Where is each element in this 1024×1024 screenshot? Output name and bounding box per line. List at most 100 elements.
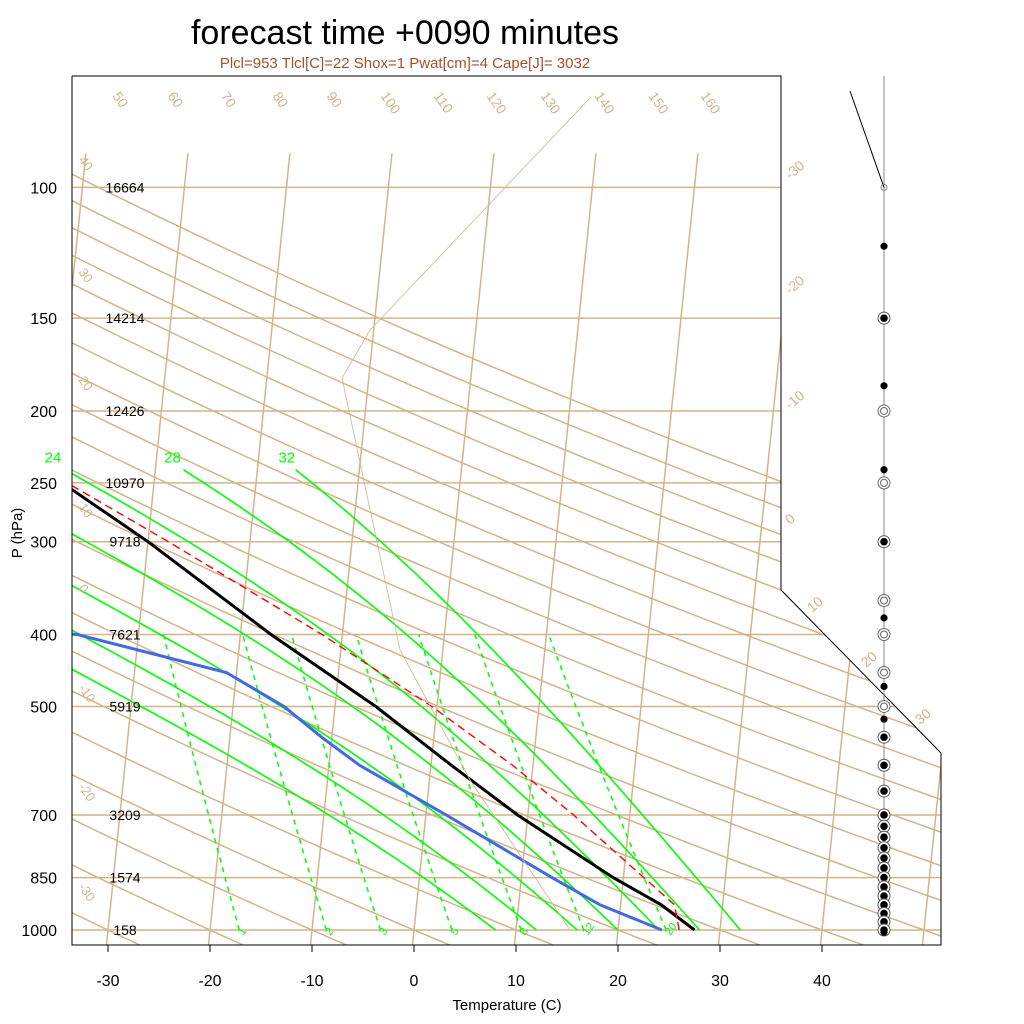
wind-circle	[877, 627, 891, 641]
dewpoint-line	[72, 599, 663, 932]
isotherm-label: 110	[431, 89, 457, 117]
x-tick-label: 10	[507, 973, 525, 990]
wind-circle	[877, 665, 891, 679]
wind-dot	[880, 242, 888, 250]
wind-circle	[877, 404, 891, 418]
dry-adiabat-right-label: 10	[804, 593, 826, 615]
dry-adiabat-right-label: 0	[782, 510, 798, 527]
height-label: 12426	[106, 403, 145, 419]
pressure-tick-label: 250	[30, 476, 57, 493]
isotherm-label: 50	[110, 89, 132, 111]
wind-dot	[880, 382, 888, 390]
dry-adiabat-line	[72, 152, 941, 945]
mixing-ratio-label: 2	[323, 926, 336, 938]
moist-adiabat-label: 24	[45, 449, 62, 466]
isotherm-line	[207, 153, 291, 945]
x-tick-label: -20	[198, 973, 221, 990]
pressure-tick-label: 1000	[21, 923, 57, 940]
dry-adiabat-line	[72, 152, 941, 945]
reference-trace-line	[341, 97, 591, 931]
dry-adiabat-line	[72, 152, 941, 945]
x-tick-label: 0	[410, 973, 419, 990]
dry-adiabat-right-label: -30	[782, 157, 808, 182]
height-label: 1574	[109, 870, 140, 886]
wind-dot	[880, 466, 888, 474]
wind-dot	[880, 682, 888, 691]
mixing-ratio-line	[162, 634, 241, 931]
pressure-tick-label: 150	[30, 311, 57, 328]
wind-dot	[880, 715, 888, 723]
moist-adiabat-line	[72, 469, 660, 931]
wind-circle	[877, 699, 891, 713]
moist-adiabat-line	[182, 469, 701, 931]
grid-layer	[72, 152, 941, 945]
dry-adiabat-line	[72, 152, 941, 945]
x-tick-label: -10	[300, 973, 323, 990]
isotherm-line	[615, 153, 699, 945]
pressure-tick-label: 500	[30, 700, 57, 717]
dry-adiabat-line	[72, 152, 866, 945]
wind-dot	[880, 314, 888, 322]
pressure-tick-label: 300	[30, 535, 57, 552]
mixing-ratio-label: 1	[236, 926, 249, 938]
dry-adiabat-line	[72, 152, 941, 945]
wind-dot	[880, 614, 888, 622]
x-tick-label: 40	[813, 973, 831, 990]
temperature-line	[72, 187, 696, 932]
dry-adiabat-right-label: -10	[782, 387, 808, 412]
mixing-ratio-line	[290, 634, 382, 931]
pressure-tick-label: 850	[30, 871, 57, 888]
height-label: 158	[113, 922, 137, 938]
isotherm-label: 100	[378, 89, 405, 117]
dry-adiabat-line	[72, 152, 941, 945]
x-tick-label: -30	[96, 973, 119, 990]
wind-circle-inner	[880, 630, 888, 639]
wind-dot	[880, 811, 888, 819]
dry-adiabat-left-label: -20	[76, 780, 99, 804]
isotherm-label: 140	[592, 89, 619, 117]
height-label: 10970	[106, 475, 145, 491]
data-layer	[72, 97, 696, 932]
wind-dot	[880, 928, 888, 936]
plot-frame	[71, 75, 942, 946]
moist-adiabat-line	[72, 468, 619, 931]
mixing-ratio-label: 8	[518, 926, 531, 938]
wind-dot	[880, 843, 888, 852]
wind-dot	[880, 909, 888, 918]
wind-circle-inner	[880, 668, 888, 677]
dry-adiabat-right-label: 20	[858, 648, 880, 670]
wind-circle-inner	[880, 596, 888, 605]
wind-dot	[880, 787, 888, 795]
wind-circle	[877, 476, 891, 490]
moist-adiabat-line	[72, 469, 578, 931]
isotherm-line	[309, 153, 393, 945]
height-label: 14214	[106, 310, 145, 326]
mixing-ratio-line	[547, 634, 667, 931]
height-label: 3209	[109, 807, 140, 823]
mixing-ratio-line	[417, 634, 522, 931]
isotherm-line	[717, 153, 801, 945]
wind-circle	[877, 594, 891, 608]
wind-profile	[849, 76, 891, 937]
wind-dot	[880, 883, 888, 891]
mixing-ratio-line	[474, 634, 585, 931]
wind-dot	[880, 901, 888, 909]
dry-adiabat-line	[72, 152, 349, 945]
wind-dot	[880, 854, 888, 862]
dry-adiabat-line	[72, 152, 941, 945]
pressure-tick-label: 200	[30, 404, 57, 421]
y-axis-label: P (hPa)	[9, 508, 26, 559]
wind-dot	[880, 873, 888, 882]
dry-adiabat-left-label: 30	[76, 265, 97, 285]
chart-title: forecast time +0090 minutes	[191, 14, 619, 52]
dry-adiabat-line	[72, 152, 941, 945]
dry-adiabat-line	[72, 152, 245, 945]
dry-adiabat-left-label: 10	[76, 500, 97, 520]
isotherm-line	[921, 153, 941, 945]
dry-adiabat-left-label: -30	[76, 880, 99, 904]
isotherm-line	[105, 153, 189, 945]
wind-circle-inner	[880, 478, 888, 487]
isotherm-line	[513, 153, 597, 945]
moist-adiabat-line	[295, 469, 742, 931]
isotherm-label: 70	[218, 89, 240, 111]
